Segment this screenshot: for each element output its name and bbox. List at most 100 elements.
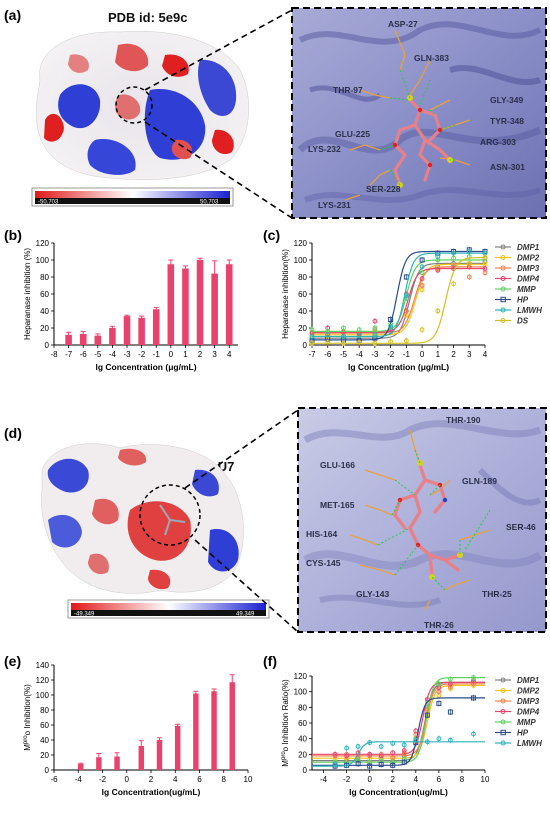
- f-point-MMP-11: [471, 675, 476, 680]
- f-ytick-label-1: 20: [298, 750, 307, 759]
- c-ylabel: Heparanase inhibition(%): [281, 249, 290, 339]
- f-xtick-label-4: 4: [414, 775, 419, 784]
- pdb-title-a: PDB id: 5e9c: [108, 10, 187, 25]
- f-xtick-label-1: -2: [343, 775, 351, 784]
- f-legend-label-DMP1: DMP1: [517, 676, 540, 685]
- c-point-DS-0: [309, 340, 315, 346]
- panel-f-label: (f): [263, 653, 277, 669]
- c-legend-marker-MMP: [500, 286, 506, 292]
- c-ytick-label-5: 100: [294, 256, 308, 265]
- c-legend-label-DS: DS: [517, 317, 529, 326]
- f-legend-marker-DMP4: [500, 709, 506, 714]
- e-ytick-label-4: 80: [40, 706, 49, 715]
- f-point-DMP4-0: [332, 751, 338, 757]
- f-line-HP: [312, 697, 485, 766]
- b-bar-5: [138, 317, 145, 345]
- residue-d-1: GLU-166: [320, 460, 355, 470]
- c-legend-label-DMP3: DMP3: [517, 264, 540, 273]
- zoom-line-a-top: [144, 9, 293, 91]
- f-legend-label-LMWH: LMWH: [517, 739, 542, 748]
- f-point-LMWH-11: [471, 731, 476, 737]
- scale-max-a: 50.703: [200, 200, 219, 206]
- c-line-DMP1: [312, 262, 485, 339]
- c-xtick-label-1: -6: [324, 350, 332, 359]
- f-point-HP-6: [401, 759, 407, 765]
- c-xtick-label-2: -5: [340, 350, 348, 359]
- f-legend-label-MMP: MMP: [517, 718, 536, 727]
- c-point-LMWH-7: [419, 264, 425, 270]
- e-ytick-label-3: 60: [40, 721, 49, 730]
- c-legend-label-DMP2: DMP2: [517, 254, 540, 263]
- f-xtick-label-7: 10: [481, 775, 490, 784]
- c-point-DS-3: [356, 340, 362, 345]
- c-xtick-label-9: 2: [451, 350, 456, 359]
- scale-min-d: -49.349: [74, 612, 95, 618]
- c-xtick-label-8: 1: [436, 350, 441, 359]
- panel-a-label: (a): [4, 7, 21, 23]
- f-xtick-label-6: 8: [460, 775, 465, 784]
- b-xtick-label-4: -4: [109, 350, 117, 359]
- residue-d-0: THR-190: [446, 415, 481, 425]
- b-bar-7: [167, 264, 175, 345]
- f-point-LMWH-10: [448, 737, 453, 743]
- f-point-LMWH-7: [413, 737, 419, 743]
- c-legend-marker-DMP1: [500, 244, 506, 250]
- c-point-DS-8: [435, 308, 441, 314]
- f-point-HP-11: [470, 695, 476, 701]
- f-point-LMWH-4: [378, 744, 384, 749]
- f-line-MMP: [312, 677, 485, 763]
- f-legend-label-DMP3: DMP3: [517, 697, 540, 706]
- f-legend-marker-DMP2: [500, 688, 506, 693]
- b-xtick-label-0: -8: [50, 350, 58, 359]
- e-ytick-label-5: 100: [36, 691, 50, 700]
- f-ylabel: Mproo Inhibition Ratio(%): [281, 679, 290, 767]
- protein-surface-d: [41, 443, 244, 594]
- scale-bar-d: -49.349 49.349: [67, 599, 270, 619]
- residue-a-8: ASN-301: [490, 162, 525, 172]
- c-xtick-label-4: -3: [371, 350, 379, 359]
- c-point-MMP-9: [451, 255, 456, 261]
- f-point-LMWH-1: [344, 745, 350, 751]
- c-legend-label-DMP4: DMP4: [517, 275, 540, 284]
- f-xtick-label-2: 0: [367, 775, 372, 784]
- b-ytick-label-3: 60: [40, 290, 49, 299]
- c-point-LMWH-9: [451, 250, 456, 256]
- f-legend-label-HP: HP: [517, 729, 529, 738]
- b-bar-0: [65, 334, 72, 345]
- c-point-LMWH-8: [435, 254, 441, 260]
- b-xlabel: lg Concentration (μg/mL): [95, 362, 196, 372]
- f-xtick-label-0: -4: [320, 775, 328, 784]
- panel-d: (d) PDB id: 6LU7 -49.349 49.349: [4, 407, 547, 633]
- e-bar-7: [211, 691, 217, 770]
- c-ytick-label-1: 20: [298, 324, 307, 333]
- c-xtick-label-11: 4: [483, 350, 488, 359]
- f-line-LMWH: [312, 741, 485, 767]
- c-point-DS-5: [388, 339, 394, 345]
- residue-a-5: GLU-225: [335, 129, 370, 139]
- c-point-DS-6: [403, 338, 409, 344]
- c-line-LMWH: [312, 252, 485, 338]
- e-ytick-label-1: 20: [40, 751, 49, 760]
- c-point-DS-7: [419, 327, 425, 333]
- f-point-MMP-9: [436, 681, 442, 687]
- c-ytick-label-3: 60: [298, 290, 307, 299]
- residue-a-9: SER-228: [366, 184, 401, 194]
- c-point-MMP-7: [419, 270, 425, 276]
- c-xtick-label-0: -7: [308, 350, 316, 359]
- c-point-DMP4-8: [435, 267, 441, 273]
- b-bar-1: [79, 333, 87, 345]
- e-bar-3: [138, 746, 145, 770]
- e-xtick-label-6: 6: [197, 775, 202, 784]
- b-ytick-label-0: 0: [45, 341, 50, 350]
- f-legend-label-DMP2: DMP2: [517, 687, 540, 696]
- residue-d-9: THR-26: [424, 620, 454, 630]
- zoom-line-d-top: [184, 409, 299, 489]
- c-xtick-label-3: -4: [356, 350, 364, 359]
- c-point-HP-7: [419, 257, 425, 263]
- c-point-DS-11: [482, 255, 488, 260]
- protein-surface-a: [36, 31, 249, 180]
- residue-d-8: THR-25: [482, 589, 512, 599]
